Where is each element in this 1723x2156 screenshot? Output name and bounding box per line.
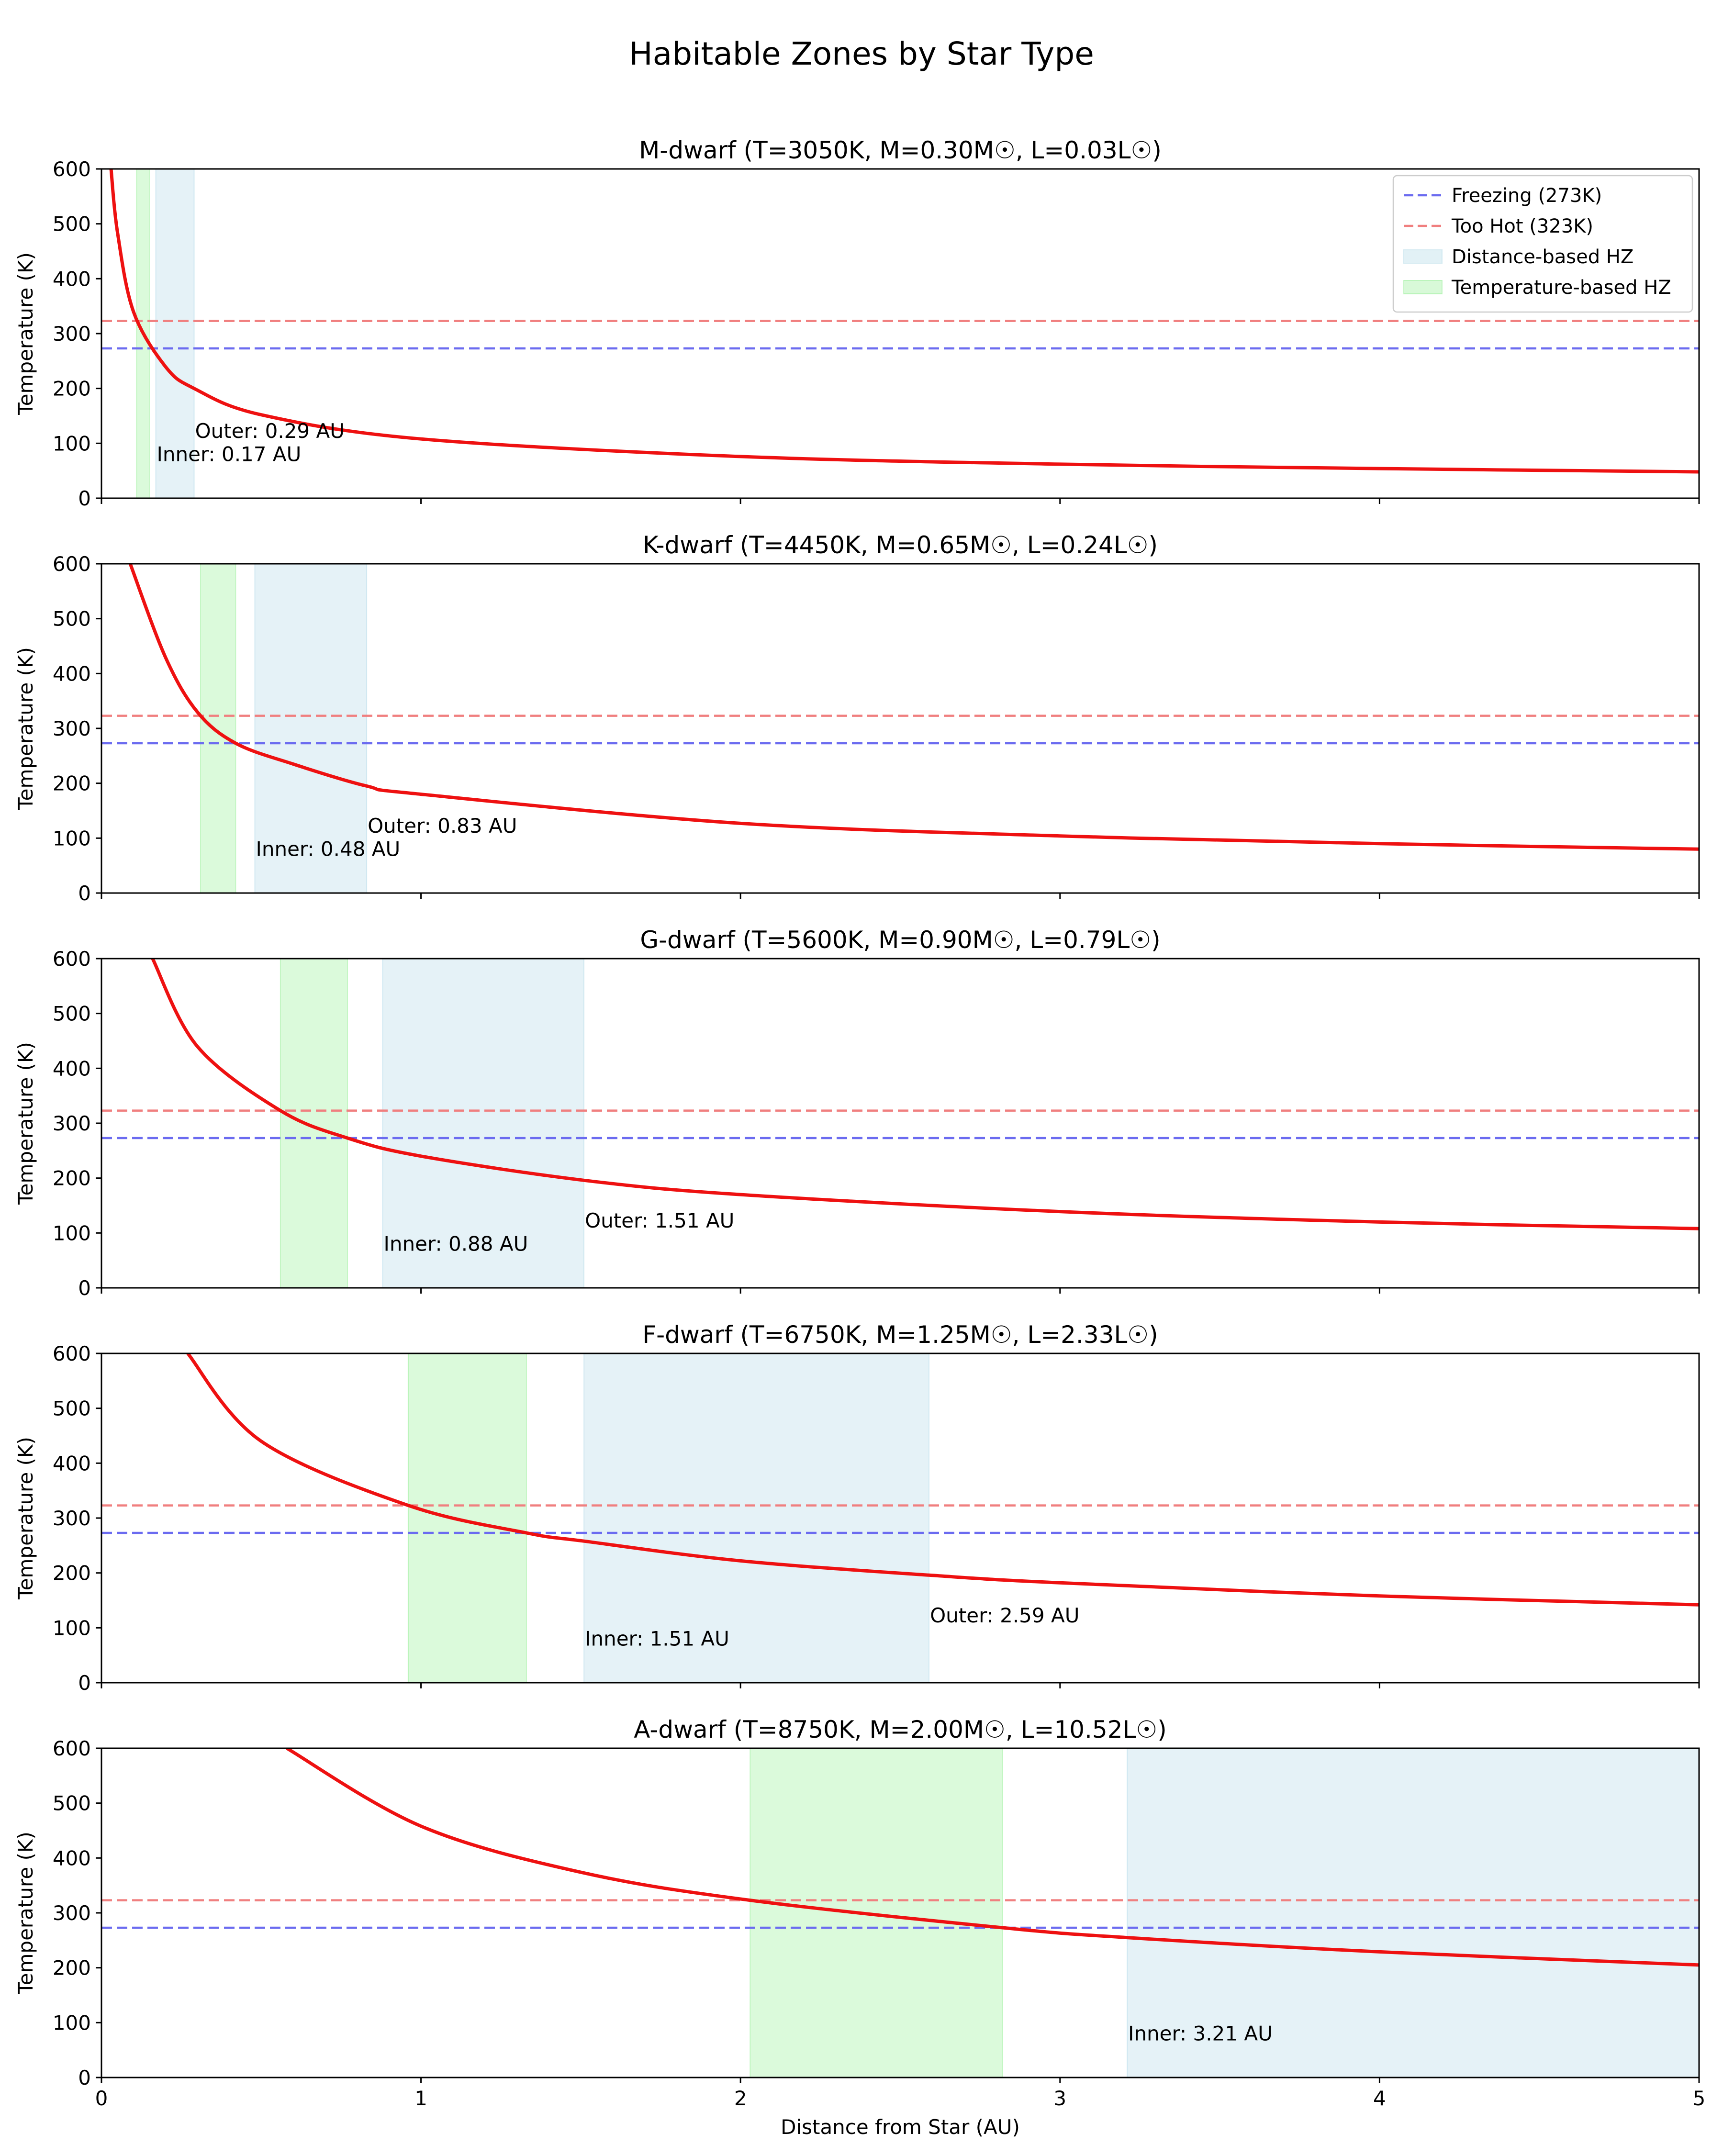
y-tick-label: 600 [53, 552, 91, 576]
y-axis-label: Temperature (K) [14, 647, 37, 810]
y-tick-label: 0 [78, 487, 91, 510]
inner-edge-label: Inner: 3.21 AU [1128, 2022, 1273, 2045]
y-tick-label: 300 [53, 717, 91, 740]
distance-hz-band [254, 563, 368, 894]
distance-hz-band [1126, 1748, 1700, 2078]
legend: Freezing (273K) Too Hot (323K) Distance-ba… [1392, 175, 1693, 313]
panel-5: Inner: 3.21 AU 0 100 200 300 400 500 600 0 1 2 3 4 5 A… [14, 1716, 1705, 2139]
y-tick-label: 600 [53, 157, 91, 181]
panel-title: M-dwarf (T=3050K, M=0.30M☉, L=0.03L☉) [639, 136, 1162, 164]
y-axis-label: Temperature (K) [14, 252, 37, 415]
inner-edge-label: Inner: 0.48 AU [256, 837, 400, 860]
y-tick-label: 100 [53, 1221, 91, 1245]
y-tick-label: 600 [53, 1737, 91, 1760]
temperature-curve [186, 1353, 1699, 1607]
legend-too-hot-label: Too Hot (323K) [1451, 215, 1593, 237]
inner-edge-label: Inner: 0.88 AU [383, 1232, 528, 1255]
panel-title: A-dwarf (T=8750K, M=2.00M☉, L=10.52L☉) [634, 1716, 1166, 1743]
y-tick-label: 100 [53, 432, 91, 455]
y-tick-label: 400 [53, 1846, 91, 1870]
x-tick-label: 2 [734, 2087, 747, 2110]
panel-4: Inner: 1.51 AU Outer: 2.59 AU 0 100 200 300 40… [14, 1321, 1700, 1695]
inner-edge-label: Inner: 1.51 AU [585, 1627, 729, 1650]
y-tick-label: 200 [53, 1956, 91, 1980]
y-axis-label: Temperature (K) [14, 1437, 37, 1600]
y-tick-label: 300 [53, 1901, 91, 1925]
legend-freezing: Freezing (273K) [1404, 185, 1602, 207]
temperature-curve [128, 564, 1699, 851]
y-tick-label: 300 [53, 1112, 91, 1135]
outer-edge-label: Outer: 1.51 AU [585, 1209, 734, 1232]
legend-freezing-label: Freezing (273K) [1452, 185, 1602, 207]
y-tick-label: 300 [53, 322, 91, 346]
y-tick-label: 100 [53, 2011, 91, 2034]
y-tick-label: 500 [53, 1397, 91, 1420]
y-tick-label: 200 [53, 1562, 91, 1585]
x-tick-label: 4 [1373, 2087, 1386, 2110]
x-axis-label: Distance from Star (AU) [781, 2115, 1020, 2139]
y-tick-label: 300 [53, 1507, 91, 1530]
y-tick-label: 0 [78, 1276, 91, 1300]
legend-temperature-hz-label: Temperature-based HZ [1451, 277, 1671, 299]
outer-edge-label: Outer: 0.83 AU [368, 814, 517, 838]
x-tick-label: 0 [95, 2087, 108, 2110]
y-tick-label: 500 [53, 212, 91, 236]
y-tick-label: 0 [78, 2066, 91, 2089]
legend-temperature-hz-swatch [1403, 280, 1443, 294]
y-tick-label: 100 [53, 827, 91, 850]
x-tick-label: 5 [1693, 2087, 1706, 2110]
y-tick-label: 400 [53, 1057, 91, 1080]
y-tick-label: 500 [53, 1002, 91, 1026]
figure-title: Habitable Zones by Star Type [629, 35, 1094, 72]
panel-title: F-dwarf (T=6750K, M=1.25M☉, L=2.33L☉) [642, 1321, 1158, 1349]
y-tick-label: 200 [53, 377, 91, 401]
y-tick-label: 200 [53, 1167, 91, 1190]
temperature-curve [151, 959, 1699, 1230]
y-axis-label: Temperature (K) [14, 1042, 37, 1205]
legend-distance-hz-swatch [1403, 249, 1443, 264]
legend-distance-hz-label: Distance-based HZ [1452, 246, 1633, 268]
x-tick-label: 1 [414, 2087, 427, 2110]
temperature-hz-band [407, 1353, 527, 1683]
y-tick-label: 100 [53, 1616, 91, 1640]
y-tick-label: 600 [53, 1342, 91, 1365]
x-tick-label: 3 [1053, 2087, 1066, 2110]
outer-edge-label: Outer: 2.59 AU [930, 1604, 1079, 1627]
legend-too-hot: Too Hot (323K) [1404, 215, 1593, 237]
distance-hz-band [382, 958, 585, 1288]
temperature-hz-band [750, 1748, 1003, 2078]
legend-box [1392, 175, 1693, 313]
panel-title: G-dwarf (T=5600K, M=0.90M☉, L=0.79L☉) [640, 926, 1160, 954]
temperature-curve [109, 169, 1699, 474]
y-tick-label: 500 [53, 607, 91, 631]
y-tick-label: 0 [78, 1671, 91, 1695]
outer-edge-label: Outer: 0.29 AU [195, 419, 345, 443]
y-tick-label: 400 [53, 1452, 91, 1475]
y-tick-label: 200 [53, 772, 91, 795]
temperature-hz-band [200, 563, 236, 894]
y-tick-label: 400 [53, 267, 91, 290]
legend-distance-hz: Distance-based HZ [1403, 246, 1633, 268]
y-axis-label: Temperature (K) [14, 1832, 37, 1995]
y-tick-label: 600 [53, 947, 91, 971]
y-tick-label: 400 [53, 662, 91, 685]
inner-edge-label: Inner: 0.17 AU [157, 442, 301, 466]
panel-3: Inner: 0.88 AU Outer: 1.51 AU 0 100 200 300 40… [14, 926, 1700, 1300]
distance-hz-band [583, 1353, 930, 1683]
temperature-curve [286, 1748, 1699, 1967]
y-tick-label: 500 [53, 1792, 91, 1815]
y-tick-label: 0 [78, 882, 91, 905]
panel-title: K-dwarf (T=4450K, M=0.65M☉, L=0.24L☉) [643, 531, 1158, 559]
temperature-hz-band [280, 958, 348, 1288]
legend-temperature-hz: Temperature-based HZ [1403, 277, 1671, 299]
